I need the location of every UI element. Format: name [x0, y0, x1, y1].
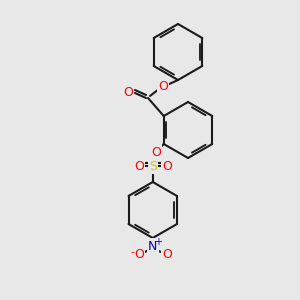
Text: O: O	[151, 146, 161, 158]
Text: O: O	[123, 86, 133, 100]
Text: +: +	[154, 237, 162, 247]
Text: O: O	[162, 248, 172, 260]
Text: O: O	[158, 80, 168, 94]
Text: -: -	[131, 247, 135, 257]
Text: N: N	[148, 239, 158, 253]
Text: O: O	[134, 248, 144, 260]
Text: O: O	[134, 160, 144, 172]
Text: O: O	[162, 160, 172, 172]
Text: S: S	[149, 160, 157, 172]
